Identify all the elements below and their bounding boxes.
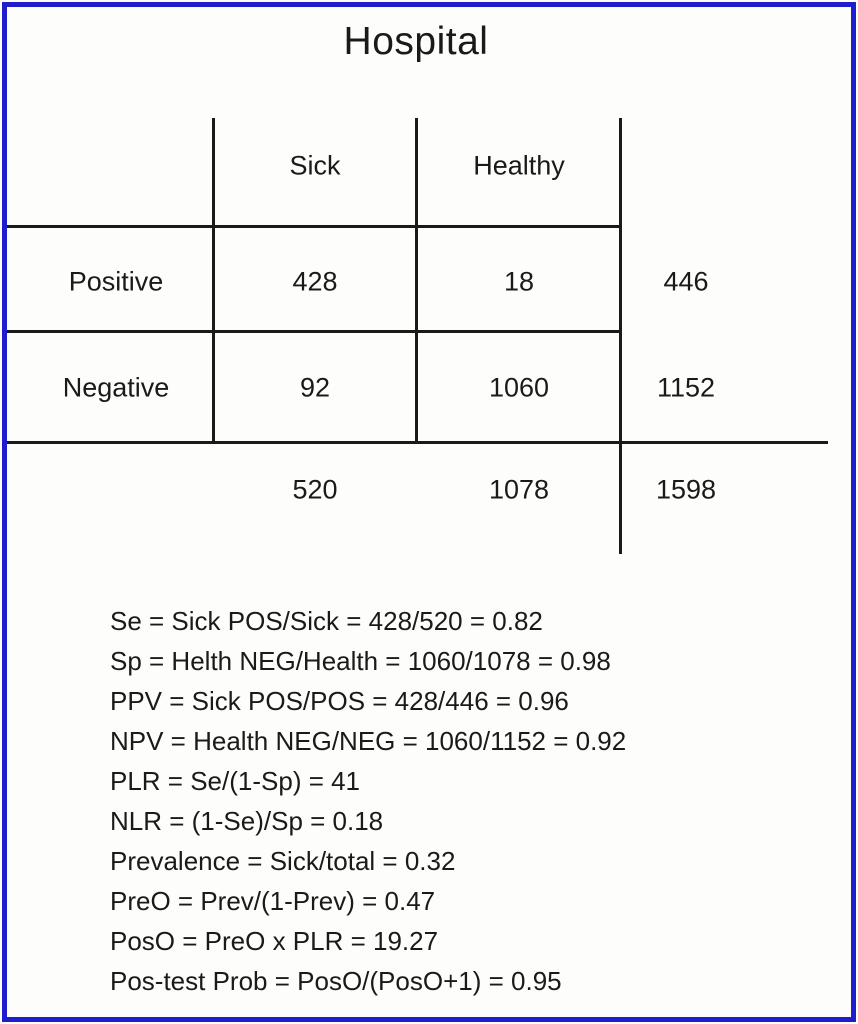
cell-negative-healthy: 1060 xyxy=(488,372,550,403)
formula-specificity: Sp = Helth NEG/Health = 1060/1078 = 0.98 xyxy=(110,646,611,676)
formula-plr: PLR = Se/(1-Sp) = 41 xyxy=(110,766,361,796)
table-column-divider-1 xyxy=(212,118,215,444)
table-header-row-divider xyxy=(7,225,622,228)
formula-prevalence: Prevalence = Sick/total = 0.32 xyxy=(110,846,456,876)
row-label-negative: Negative xyxy=(62,372,170,403)
column-header-healthy: Healthy xyxy=(473,150,565,181)
table-column-divider-2 xyxy=(415,118,418,444)
cell-positive-healthy: 18 xyxy=(503,266,535,297)
formula-sensitivity: Se = Sick POS/Sick = 428/520 = 0.82 xyxy=(110,606,543,636)
table-totals-column-divider xyxy=(619,118,622,554)
cell-grand-total: 1598 xyxy=(655,474,717,505)
cell-negative-total: 1152 xyxy=(656,372,716,403)
page-title: Hospital xyxy=(343,20,489,63)
formula-nlr: NLR = (1-Se)/Sp = 0.18 xyxy=(110,806,384,836)
formulas-block: Se = Sick POS/Sick = 428/520 = 0.82 Sp =… xyxy=(110,601,626,1001)
cell-negative-sick: 92 xyxy=(299,372,331,403)
cell-positive-total: 446 xyxy=(663,266,709,297)
column-header-sick: Sick xyxy=(289,150,341,181)
table-totals-row-divider xyxy=(7,441,828,444)
cell-positive-sick: 428 xyxy=(292,266,338,297)
formula-posttest-odds: PosO = PreO x PLR = 19.27 xyxy=(110,926,439,956)
formula-ppv: PPV = Sick POS/POS = 428/446 = 0.96 xyxy=(110,686,569,716)
formula-posttest-probability: Pos-test Prob = PosO/(PosO+1) = 0.95 xyxy=(110,966,562,996)
cell-total-sick: 520 xyxy=(292,474,338,505)
cell-total-healthy: 1078 xyxy=(488,474,550,505)
formula-npv: NPV = Health NEG/NEG = 1060/1152 = 0.92 xyxy=(110,726,627,756)
formula-pretest-odds: PreO = Prev/(1-Prev) = 0.47 xyxy=(110,886,436,916)
row-label-positive: Positive xyxy=(68,266,164,297)
table-row-divider xyxy=(7,330,622,333)
